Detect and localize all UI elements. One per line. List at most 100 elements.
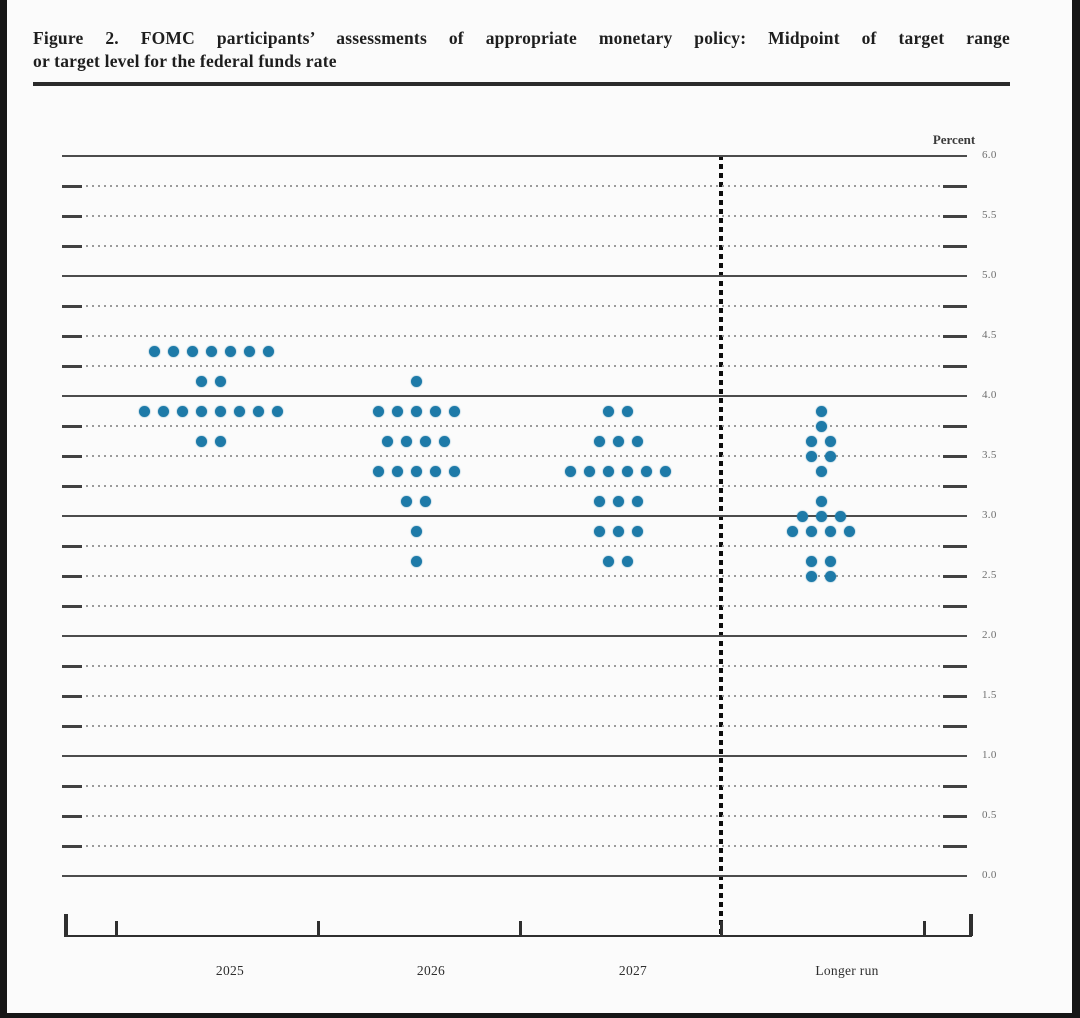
projection-dot xyxy=(806,525,817,537)
gridline-solid xyxy=(62,275,967,278)
page-border-bottom xyxy=(0,1013,1080,1018)
projection-dot xyxy=(825,450,836,462)
y-axis-tick-label: 2.0 xyxy=(982,629,997,641)
gridline-left-tick xyxy=(62,185,82,188)
x-axis-label: 2027 xyxy=(618,963,648,978)
gridline-left-tick xyxy=(62,575,82,578)
gridline-dotted xyxy=(62,215,967,217)
y-axis-tick-label: 2.5 xyxy=(982,569,997,581)
gridline-left-tick xyxy=(62,815,82,818)
gridline-solid xyxy=(62,515,967,518)
y-axis-tick-label: 3.5 xyxy=(982,449,997,461)
projection-dot xyxy=(439,435,450,447)
projection-dot xyxy=(410,405,422,417)
projection-dot xyxy=(631,495,643,507)
gridline-dotted xyxy=(62,245,967,247)
gridline-right-tick xyxy=(943,665,967,668)
x-axis-tick xyxy=(317,921,320,936)
projection-dot xyxy=(825,525,836,537)
projection-dot xyxy=(177,405,188,417)
projection-dot xyxy=(448,465,460,477)
projection-dot xyxy=(382,435,393,447)
projection-dot xyxy=(410,375,422,387)
projection-dot xyxy=(815,405,827,417)
projection-dot xyxy=(410,555,422,567)
x-axis-label: 2025 xyxy=(215,963,245,978)
gridline-right-tick xyxy=(943,485,967,488)
gridline-left-tick xyxy=(62,215,82,218)
projection-dot xyxy=(603,465,614,477)
projection-dot xyxy=(391,465,403,477)
y-axis-tick-label: 4.0 xyxy=(982,389,997,401)
projection-dot xyxy=(806,555,817,567)
x-axis-tick xyxy=(720,921,723,936)
gridline-right-tick xyxy=(943,815,967,818)
gridline-left-tick xyxy=(62,605,82,608)
gridline-right-tick xyxy=(943,545,967,548)
gridline-dotted xyxy=(62,485,967,487)
y-axis-tick-label: 6.0 xyxy=(982,149,997,161)
projection-dot xyxy=(612,525,624,537)
gridline-left-tick xyxy=(62,305,82,308)
projection-dot xyxy=(565,465,576,477)
projection-dot xyxy=(429,465,441,477)
gridline-dotted xyxy=(62,845,967,847)
projection-dot xyxy=(815,495,827,507)
projection-dot xyxy=(806,450,817,462)
gridline-solid xyxy=(62,635,967,638)
gridline-solid xyxy=(62,395,967,398)
gridline-dotted xyxy=(62,545,967,547)
gridline-left-tick xyxy=(62,545,82,548)
projection-dot xyxy=(253,405,264,417)
projection-dot xyxy=(622,405,633,417)
gridline-dotted xyxy=(62,785,967,787)
projection-dot xyxy=(631,435,643,447)
projection-dot xyxy=(844,525,855,537)
projection-dot xyxy=(148,345,160,357)
x-axis-endcap xyxy=(64,914,68,936)
gridline-left-tick xyxy=(62,455,82,458)
gridline-dotted xyxy=(62,665,967,667)
gridline-right-tick xyxy=(943,695,967,698)
gridline-left-tick xyxy=(62,425,82,428)
figure-title-line-2: or target level for the federal funds ra… xyxy=(33,51,337,71)
x-axis-tick xyxy=(115,921,118,936)
gridline-solid xyxy=(62,155,967,158)
projection-dot xyxy=(448,405,460,417)
gridline-dotted xyxy=(62,725,967,727)
y-axis-tick-label: 3.0 xyxy=(982,509,997,521)
gridline-dotted xyxy=(62,425,967,427)
gridline-dotted xyxy=(62,815,967,817)
gridline-left-tick xyxy=(62,245,82,248)
gridline-dotted xyxy=(62,335,967,337)
gridline-solid xyxy=(62,755,967,758)
projection-dot xyxy=(631,525,643,537)
projection-dot xyxy=(622,465,633,477)
page-border-right xyxy=(1072,0,1080,1018)
page-border-left xyxy=(0,0,7,1018)
x-axis-label: Longer run xyxy=(815,963,879,978)
y-axis-tick-label: 4.5 xyxy=(982,329,997,341)
projection-dot xyxy=(593,435,605,447)
y-axis-tick-label: 5.0 xyxy=(982,269,997,281)
projection-dot xyxy=(139,405,150,417)
gridline-left-tick xyxy=(62,365,82,368)
y-axis-tick-label: 5.5 xyxy=(982,209,997,221)
gridline-right-tick xyxy=(943,725,967,728)
projection-dot xyxy=(234,405,245,417)
x-axis-tick xyxy=(519,921,522,936)
figure-title: Figure 2. FOMC participants’ assessments… xyxy=(33,27,1010,73)
gridline-right-tick xyxy=(943,185,967,188)
projection-dot xyxy=(401,435,412,447)
figure-title-line-1: Figure 2. FOMC participants’ assessments… xyxy=(33,28,1010,48)
y-axis-unit-label: Percent xyxy=(932,132,976,147)
projection-dot xyxy=(215,405,226,417)
gridline-left-tick xyxy=(62,695,82,698)
projection-dot xyxy=(612,495,624,507)
projection-dot xyxy=(825,555,836,567)
projection-dot xyxy=(806,435,817,447)
projection-dot xyxy=(372,405,384,417)
projection-dot xyxy=(215,435,226,447)
projection-dot xyxy=(410,525,422,537)
